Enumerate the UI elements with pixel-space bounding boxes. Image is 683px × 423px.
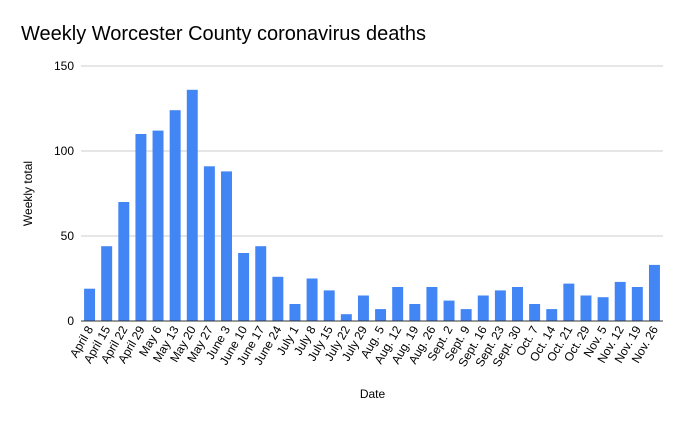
- bar: [648, 264, 660, 321]
- bar: [597, 297, 609, 321]
- bar: [614, 281, 626, 321]
- bar: [135, 134, 147, 321]
- bar: [580, 295, 592, 321]
- bar: [340, 314, 352, 321]
- bar: [563, 283, 575, 321]
- bar: [546, 309, 558, 321]
- bar: [238, 253, 250, 321]
- bar: [375, 309, 387, 321]
- bar: [186, 89, 198, 321]
- y-tick-labels: 0 50 100 150: [54, 59, 74, 328]
- bar: [460, 309, 472, 321]
- bar: [529, 304, 541, 321]
- bar: [631, 287, 643, 321]
- bar: [323, 290, 335, 321]
- bar: [272, 276, 284, 321]
- chart-title: Weekly Worcester County coronavirus deat…: [21, 23, 426, 45]
- bar: [512, 287, 523, 321]
- bar: [221, 171, 232, 321]
- bar: [118, 202, 130, 321]
- bar: [101, 246, 113, 321]
- bar: [255, 246, 267, 321]
- bar: [203, 166, 215, 321]
- y-tick-label: 50: [61, 229, 75, 243]
- bars: [84, 89, 660, 321]
- y-tick-label: 100: [54, 144, 74, 158]
- bar: [477, 295, 489, 321]
- bar: [169, 110, 181, 321]
- bar: [306, 278, 318, 321]
- bar: [409, 304, 421, 321]
- bar: [289, 304, 301, 321]
- x-axis-label: Date: [360, 387, 386, 401]
- bar: [426, 287, 438, 321]
- bar: [392, 287, 404, 321]
- bar: [443, 300, 455, 321]
- bar: [152, 130, 164, 321]
- y-axis-label: Weekly total: [21, 161, 35, 226]
- bar: [494, 290, 506, 321]
- bar: [84, 288, 96, 321]
- y-tick-label: 150: [54, 59, 74, 73]
- y-tick-label: 0: [67, 314, 74, 328]
- bar: [357, 295, 369, 321]
- gridlines: [81, 65, 663, 237]
